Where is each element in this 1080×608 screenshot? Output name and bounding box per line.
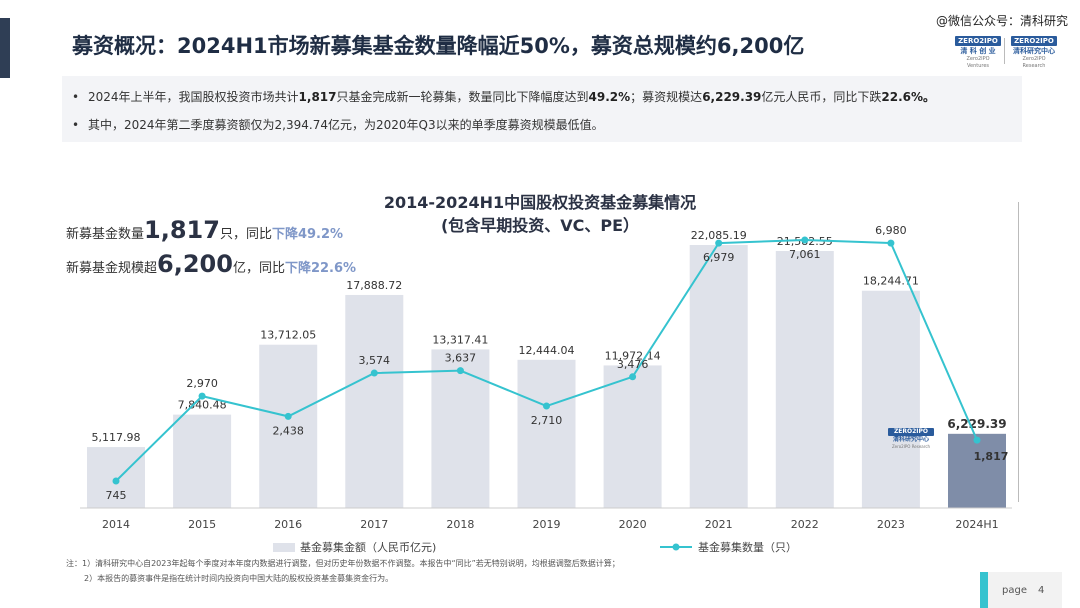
- count-point-2021: [715, 239, 723, 247]
- count-point-2018: [456, 367, 464, 375]
- bar-2022: [775, 250, 834, 508]
- count-value-label: 2,710: [531, 414, 563, 427]
- summary-panel: • 2024年上半年，我国股权投资市场共计1,817只基金完成新一轮募集，数量同比…: [62, 76, 1022, 142]
- chart-title: 2014-2024H1中国股权投资基金募集情况: [383, 193, 697, 212]
- x-tick-label: 2016: [274, 518, 302, 531]
- summary-bullet-1: • 2024年上半年，我国股权投资市场共计1,817只基金完成新一轮募集，数量同比…: [72, 90, 936, 104]
- count-value-label: 7,061: [789, 248, 821, 261]
- legend-bar-swatch: [273, 543, 295, 552]
- x-tick-label: 2018: [446, 518, 474, 531]
- count-value-label: 3,637: [445, 352, 477, 365]
- legend-line-marker: [672, 543, 680, 551]
- bar-2021: [689, 245, 748, 508]
- page-indicator: [980, 572, 1062, 608]
- x-tick-label: 2022: [791, 518, 819, 531]
- x-tick-label: 2017: [360, 518, 388, 531]
- footnote-2: 2）本报告的募资事件是指在统计时间内投资向中国大陆的股权投资基金募集资金行为。: [84, 574, 394, 583]
- bar-value-label: 6,229.39: [947, 417, 1006, 431]
- page-title: 募资概况：2024H1市场新募集基金数量降幅近50%，募资总规模约6,200亿: [72, 34, 805, 58]
- x-tick-label: 2024H1: [955, 518, 998, 531]
- page-number: 4: [1038, 585, 1045, 596]
- bar-2023: [861, 290, 920, 508]
- bar-value-label: 13,712.05: [260, 329, 316, 342]
- page-accent-bar: [980, 572, 988, 608]
- x-tick-label: 2019: [533, 518, 561, 531]
- bar-value-label: 12,444.04: [519, 344, 575, 357]
- x-tick-label: 2023: [877, 518, 905, 531]
- bar-value-label: 18,244.71: [863, 275, 919, 288]
- kpi-fund-count: 新募基金数量1,817只，同比下降49.2%: [66, 216, 344, 244]
- chart-subtitle: (包含早期投资、VC、PE）: [440, 216, 640, 235]
- count-value-label: 6,979: [703, 251, 735, 264]
- count-point-2022: [801, 236, 809, 244]
- bar-2016: [259, 344, 318, 508]
- x-tick-label: 2020: [619, 518, 647, 531]
- bar-2015: [173, 414, 232, 508]
- chart-right-divider: [1018, 202, 1019, 502]
- count-point-2019: [543, 402, 550, 410]
- count-value-label: 3,574: [359, 354, 391, 367]
- zero2ipo-ventures-logo: ZERO2IPO 清 科 创 业 Zero2IPO Ventures: [955, 36, 1001, 69]
- count-value-label: 745: [106, 489, 127, 502]
- x-tick-label: 2015: [188, 518, 216, 531]
- bar-value-label: 17,888.72: [346, 279, 402, 292]
- count-value-label: 3,476: [617, 358, 649, 371]
- x-tick-label: 2021: [705, 518, 733, 531]
- bar-value-label: 22,085.19: [691, 229, 747, 242]
- count-point-2023: [887, 239, 895, 247]
- count-point-2017: [370, 369, 378, 377]
- count-value-label: 2,438: [272, 424, 304, 437]
- count-point-2016: [284, 412, 292, 420]
- footnote-1: 注：1）清科研究中心自2023年起每个季度对本年度内数据进行调整，但对历史年份数…: [66, 559, 620, 568]
- legend-bar-label: 基金募集金额（人民币亿元): [300, 540, 436, 554]
- count-point-2014: [112, 477, 120, 485]
- count-value-label: 1,817: [974, 450, 1009, 463]
- bar-2024H1: [948, 433, 1006, 508]
- x-tick-label: 2014: [102, 518, 130, 531]
- count-value-label: 6,980: [875, 224, 907, 237]
- bar-value-label: 11,972.14: [605, 349, 661, 362]
- title-accent-bar: [0, 18, 10, 78]
- zero2ipo-research-logo: ZERO2IPO 清科研究中心 Zero2IPO Research: [1011, 36, 1057, 69]
- watermark: @微信公众号：清科研究: [935, 14, 1068, 28]
- page-label: page: [1002, 585, 1027, 596]
- legend-line-label: 基金募集数量（只）: [698, 540, 797, 554]
- count-point-2015: [198, 392, 206, 400]
- bar-value-label: 13,317.41: [432, 333, 488, 346]
- logo-divider: [1004, 38, 1005, 64]
- bar-2020: [603, 365, 662, 508]
- bar-2017: [345, 294, 404, 508]
- bar-2018: [431, 349, 490, 508]
- summary-bullet-2: • 其中，2024年第二季度募资额仅为2,394.74亿元，为2020年Q3以来的…: [72, 118, 604, 132]
- chart-zero2ipo-logo: ZERO2IPO 清科研究中心 Zero2IPO Research: [888, 428, 934, 454]
- count-point-2024H1: [973, 436, 981, 444]
- bar-2019: [517, 359, 576, 508]
- kpi-fund-size: 新募基金规模超6,200亿，同比下降22.6%: [66, 250, 357, 278]
- count-value-label: 2,970: [186, 377, 218, 390]
- bar-value-label: 5,117.98: [92, 431, 141, 444]
- count-point-2020: [629, 373, 637, 381]
